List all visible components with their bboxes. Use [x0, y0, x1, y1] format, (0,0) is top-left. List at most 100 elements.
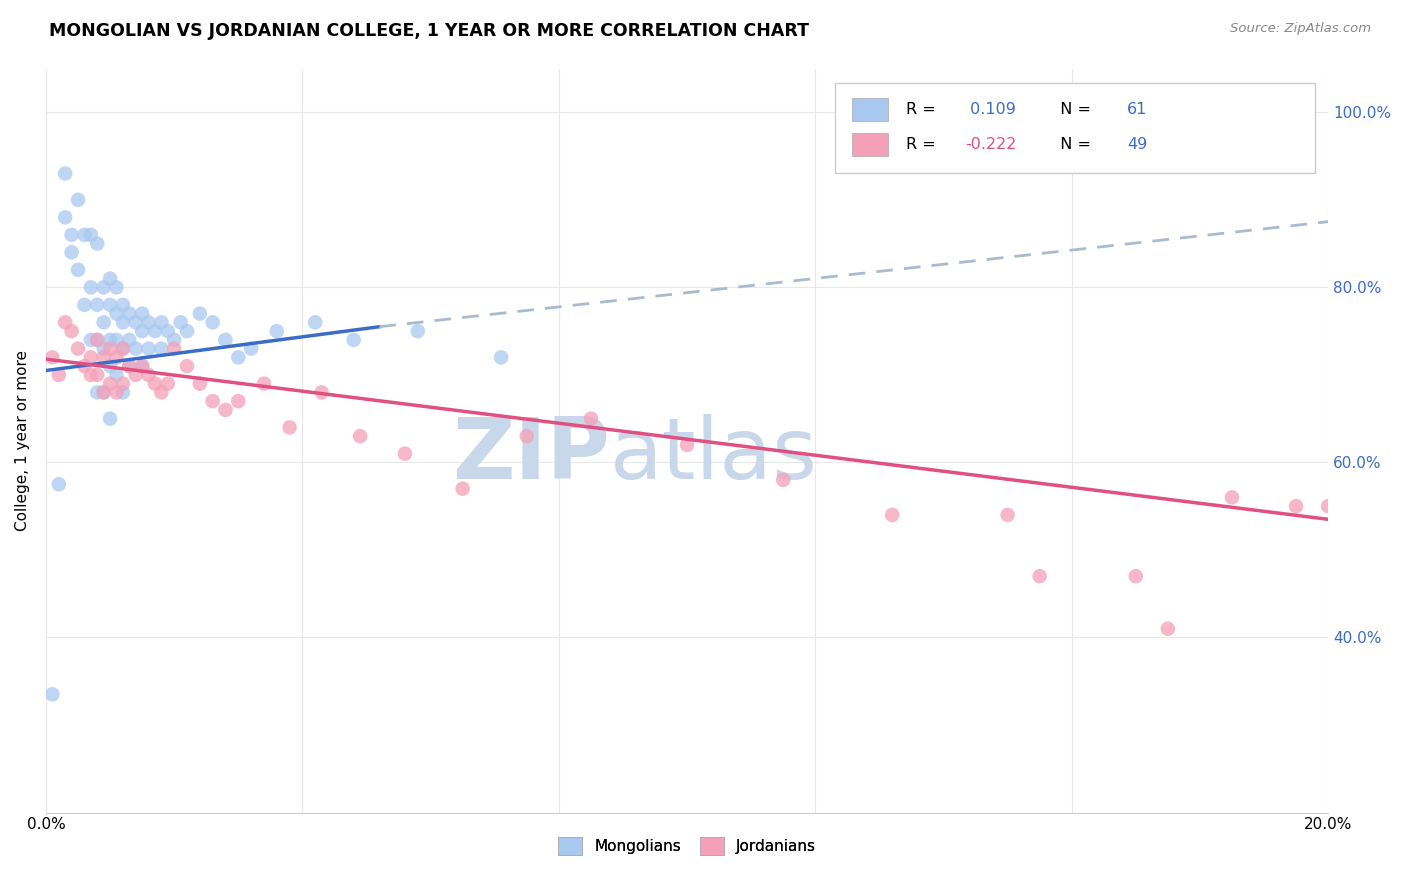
- Point: [150, 385, 173, 400]
- Point: [1220, 491, 1243, 505]
- Point: [73, 298, 96, 312]
- Text: R =: R =: [907, 136, 941, 152]
- Point: [1317, 499, 1340, 513]
- Point: [150, 315, 173, 329]
- Point: [86, 236, 108, 251]
- Point: [176, 359, 198, 373]
- Point: [66, 263, 89, 277]
- Point: [86, 368, 108, 382]
- Point: [105, 385, 128, 400]
- Point: [111, 315, 134, 329]
- Text: MONGOLIAN VS JORDANIAN COLLEGE, 1 YEAR OR MORE CORRELATION CHART: MONGOLIAN VS JORDANIAN COLLEGE, 1 YEAR O…: [49, 22, 810, 40]
- Point: [53, 211, 76, 225]
- Point: [111, 376, 134, 391]
- Point: [304, 315, 326, 329]
- Point: [105, 368, 128, 382]
- Point: [80, 351, 103, 365]
- Point: [105, 280, 128, 294]
- Text: Source: ZipAtlas.com: Source: ZipAtlas.com: [1230, 22, 1371, 36]
- Point: [676, 438, 699, 452]
- Point: [143, 324, 166, 338]
- Point: [278, 420, 301, 434]
- Point: [86, 333, 108, 347]
- Point: [93, 315, 115, 329]
- Point: [343, 333, 366, 347]
- Point: [1157, 622, 1180, 636]
- Point: [48, 477, 70, 491]
- FancyBboxPatch shape: [852, 98, 889, 120]
- Point: [93, 385, 115, 400]
- Point: [882, 508, 904, 522]
- Point: [266, 324, 288, 338]
- Point: [406, 324, 429, 338]
- Point: [66, 193, 89, 207]
- Point: [80, 227, 103, 242]
- Point: [86, 333, 108, 347]
- Point: [1285, 499, 1308, 513]
- Point: [311, 385, 333, 400]
- Point: [53, 315, 76, 329]
- Point: [41, 687, 63, 701]
- Point: [73, 227, 96, 242]
- Point: [98, 342, 121, 356]
- Point: [118, 359, 141, 373]
- Point: [188, 376, 211, 391]
- Point: [93, 342, 115, 356]
- Point: [60, 245, 83, 260]
- Point: [93, 351, 115, 365]
- Point: [772, 473, 794, 487]
- Text: 61: 61: [1126, 102, 1147, 117]
- Point: [169, 315, 191, 329]
- Point: [489, 351, 512, 365]
- Text: N =: N =: [1050, 136, 1097, 152]
- Point: [156, 324, 179, 338]
- Point: [131, 307, 153, 321]
- Point: [214, 333, 236, 347]
- Point: [579, 411, 602, 425]
- Point: [80, 280, 103, 294]
- Point: [105, 307, 128, 321]
- Point: [98, 411, 121, 425]
- Y-axis label: College, 1 year or more: College, 1 year or more: [15, 350, 30, 531]
- Point: [163, 342, 186, 356]
- Point: [93, 385, 115, 400]
- Point: [125, 315, 148, 329]
- Point: [349, 429, 371, 443]
- Point: [105, 333, 128, 347]
- Point: [111, 342, 134, 356]
- Point: [226, 394, 249, 409]
- Point: [240, 342, 263, 356]
- Point: [118, 333, 141, 347]
- Point: [80, 333, 103, 347]
- Point: [111, 342, 134, 356]
- Text: -0.222: -0.222: [966, 136, 1017, 152]
- Point: [138, 315, 160, 329]
- Point: [60, 227, 83, 242]
- Point: [201, 315, 224, 329]
- Point: [98, 359, 121, 373]
- Point: [394, 447, 416, 461]
- Text: 49: 49: [1126, 136, 1147, 152]
- Point: [156, 376, 179, 391]
- Point: [188, 307, 211, 321]
- Point: [226, 351, 249, 365]
- Point: [1028, 569, 1050, 583]
- Point: [66, 342, 89, 356]
- Point: [53, 167, 76, 181]
- Point: [131, 359, 153, 373]
- Point: [451, 482, 474, 496]
- Point: [143, 376, 166, 391]
- Point: [1125, 569, 1147, 583]
- Point: [98, 333, 121, 347]
- Text: R =: R =: [907, 102, 941, 117]
- Text: ZIP: ZIP: [453, 414, 610, 497]
- Point: [111, 298, 134, 312]
- Point: [86, 385, 108, 400]
- Point: [105, 351, 128, 365]
- Point: [125, 342, 148, 356]
- Point: [150, 342, 173, 356]
- Point: [98, 376, 121, 391]
- Point: [131, 359, 153, 373]
- Point: [48, 368, 70, 382]
- Point: [98, 298, 121, 312]
